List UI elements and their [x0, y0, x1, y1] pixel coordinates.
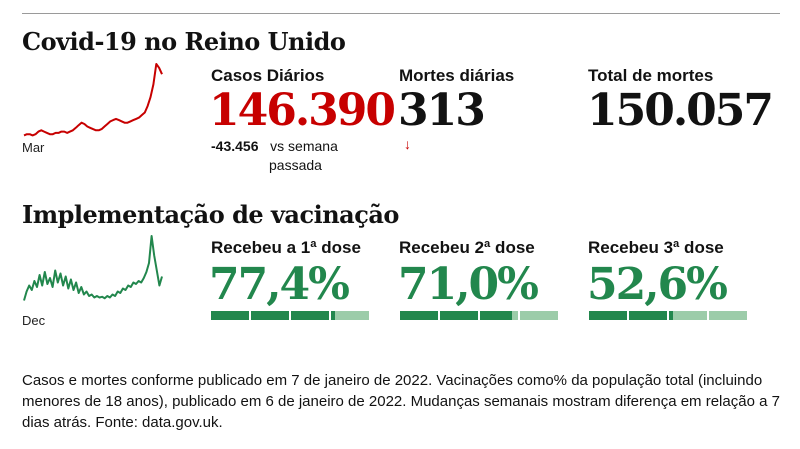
progress-segment: [331, 311, 369, 320]
dose1-value: 77,4%: [209, 259, 350, 310]
cases-heading: Covid-19 no Reino Unido: [22, 27, 346, 56]
daily-cases-label: Casos Diários: [211, 66, 325, 85]
vaccination-series-line: [23, 235, 163, 301]
dose3-value: 52,6%: [587, 259, 728, 310]
progress-segment: [291, 311, 329, 320]
progress-segment: [589, 311, 627, 320]
top-rule: [22, 13, 780, 14]
progress-segment-fill: [400, 311, 438, 320]
footnote: Casos e mortes conforme publicado em 7 d…: [22, 372, 780, 431]
daily-cases-change: -43.456 vs semana passada: [211, 137, 338, 175]
total-deaths-value: 150.057: [587, 85, 774, 136]
progress-segment-fill: [480, 311, 512, 320]
vaccination-heading: Implementação de vacinação: [22, 200, 399, 229]
cases-sparkline: [23, 63, 163, 137]
progress-segment-fill: [291, 311, 329, 320]
dose3-label: Recebeu 3ª dose: [588, 238, 724, 257]
progress-segment-fill: [629, 311, 667, 320]
total-deaths-label: Total de mortes: [588, 66, 714, 85]
change-text: vs semana: [270, 138, 338, 154]
progress-segment: [440, 311, 478, 320]
dose2-label: Recebeu 2ª dose: [399, 238, 535, 257]
progress-segment: [629, 311, 667, 320]
progress-segment: [669, 311, 707, 320]
progress-segment-fill: [589, 311, 627, 320]
change-text-2: passada: [269, 157, 322, 173]
cases-sparkline-label: Mar: [22, 140, 45, 155]
vaccination-sparkline-label: Dec: [22, 313, 46, 328]
dose1-label: Recebeu a 1ª dose: [211, 238, 361, 257]
progress-segment: [211, 311, 249, 320]
progress-segment: [520, 311, 558, 320]
progress-segment: [251, 311, 289, 320]
progress-segment-fill: [251, 311, 289, 320]
daily-deaths-label: Mortes diárias: [399, 66, 515, 85]
daily-cases-value: 146.390: [209, 85, 396, 136]
cases-series-line: [23, 63, 163, 137]
dose2-value: 71,0%: [398, 259, 539, 310]
dose1-progress-bar: [211, 311, 369, 320]
vaccination-sparkline: [23, 235, 163, 301]
dose3-progress-bar: [589, 311, 747, 320]
progress-segment: [709, 311, 747, 320]
dose2-progress-bar: [400, 311, 558, 320]
progress-segment: [400, 311, 438, 320]
down-arrow-icon: ↓: [404, 136, 411, 152]
change-value: -43.456: [211, 138, 259, 154]
progress-segment-fill: [211, 311, 249, 320]
progress-segment-fill: [669, 311, 673, 320]
daily-deaths-value: 313: [398, 85, 486, 136]
progress-segment-fill: [331, 311, 335, 320]
progress-segment-fill: [440, 311, 478, 320]
progress-segment: [480, 311, 518, 320]
